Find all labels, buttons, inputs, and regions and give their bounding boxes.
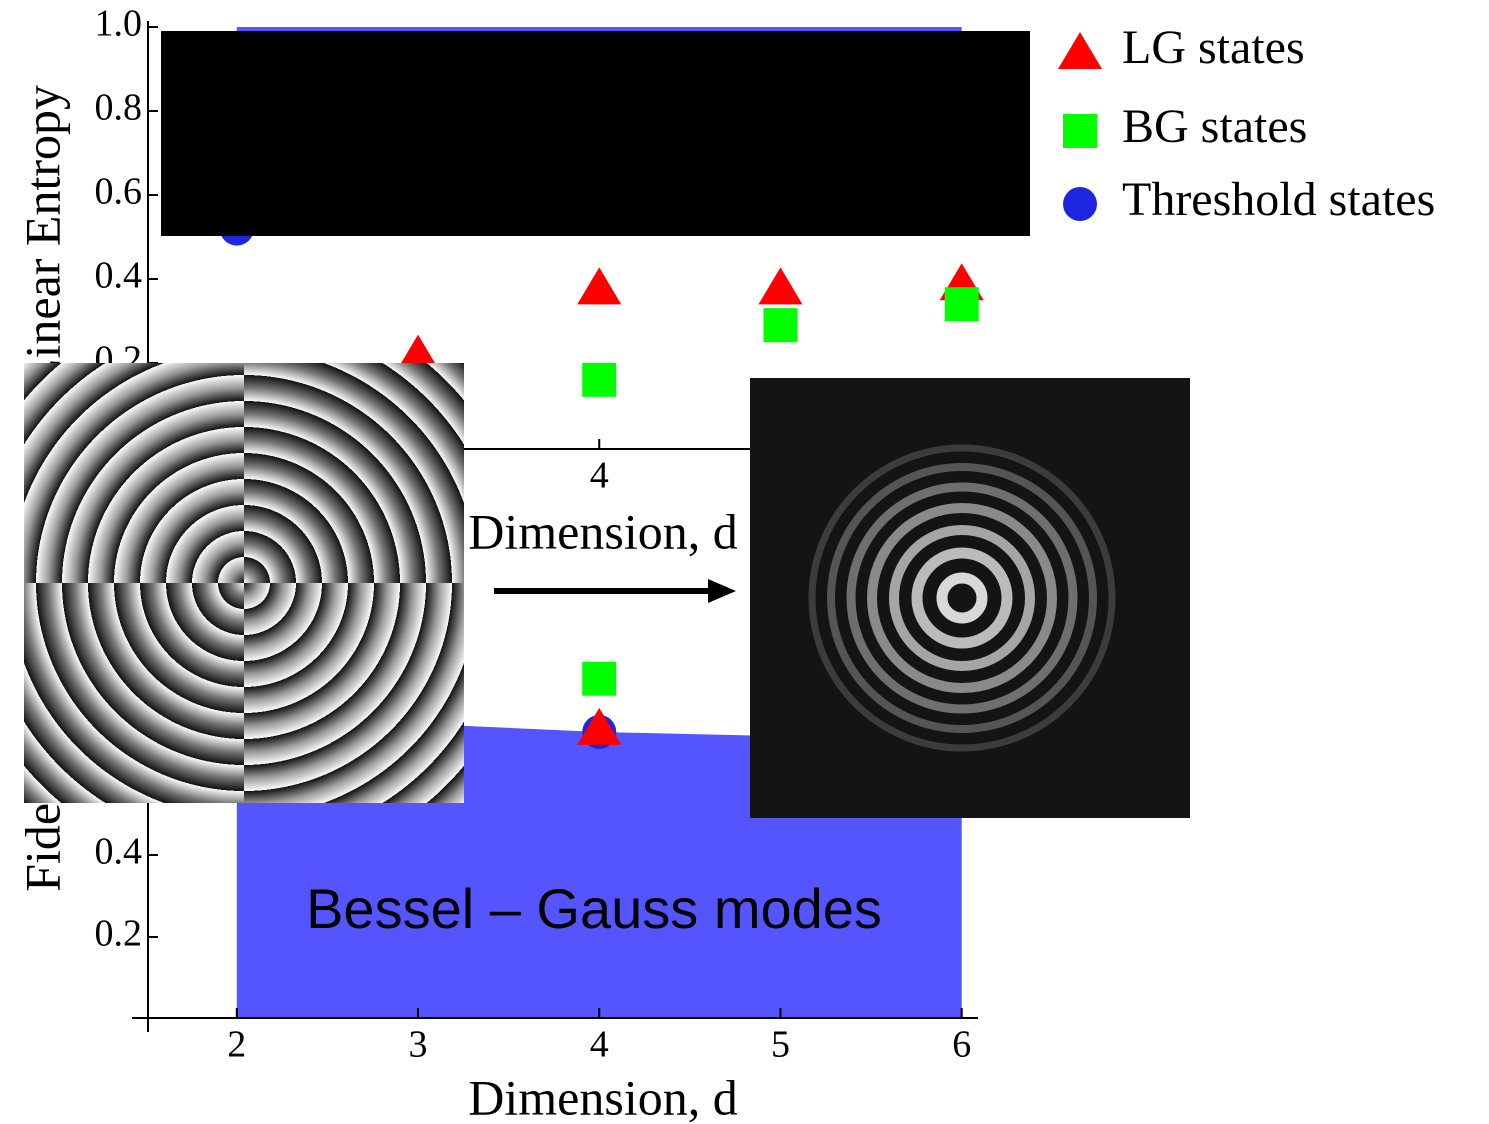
marker-triangle (758, 267, 802, 304)
marker-square (763, 308, 797, 342)
x-tick-label: 5 (771, 1024, 790, 1066)
marker-square (582, 363, 616, 397)
annotation: Bessel – Gauss modes (306, 877, 882, 940)
x-tick-label: 6 (952, 1024, 971, 1066)
x-tick-label: 2 (227, 1024, 246, 1066)
x-tick-label: 3 (409, 1024, 428, 1066)
x-axis-label: Dimension, d (468, 1069, 737, 1124)
beam-image (750, 378, 1190, 818)
arrow (494, 579, 736, 603)
x-tick-label: 4 (590, 1024, 609, 1066)
marker-triangle (1058, 32, 1102, 69)
legend-label: BG states (1122, 100, 1307, 153)
marker-square (945, 287, 979, 321)
marker-triangle (577, 267, 621, 304)
phase-image (24, 363, 464, 803)
slide: 2 3 4 5 6 0.2 0.4 0.6 0.8 1.0 Dimension, d Linear E… (0, 0, 1489, 1124)
y-tick-label: 0.4 (95, 255, 143, 297)
legend-label: LG states (1122, 21, 1305, 74)
x-axis-label: Dimension, d (468, 503, 737, 559)
y-tick-label: 0.8 (95, 87, 143, 129)
marker-circle (1063, 187, 1097, 221)
y-tick-label: 0.2 (95, 913, 143, 955)
y-tick-label: 0.6 (95, 171, 143, 213)
y-tick-label: 1.0 (95, 3, 143, 45)
marker-square (1063, 114, 1097, 148)
x-tick-label: 4 (590, 455, 609, 497)
y-tick-label: 0.4 (95, 831, 143, 873)
legend: LG states BG states Threshold states (1058, 21, 1435, 226)
formula-box (161, 31, 1030, 236)
legend-label: Threshold states (1122, 173, 1435, 226)
y-axis-label: Linear Entropy (14, 85, 70, 389)
marker-square (582, 662, 616, 696)
